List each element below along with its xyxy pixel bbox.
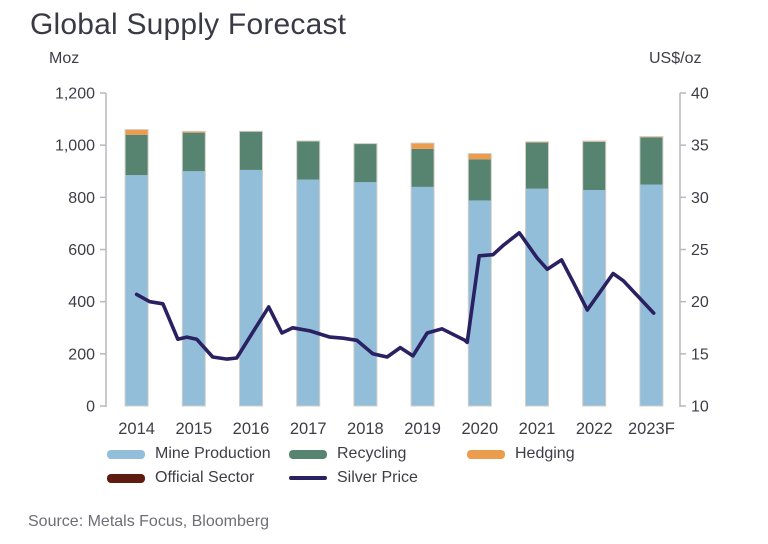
- x-axis-label-2017: 2017: [290, 420, 327, 438]
- bar-2020-recycling: [468, 159, 492, 201]
- bar-2014-mine-production: [125, 175, 149, 406]
- bar-2021-mine-production: [525, 188, 549, 406]
- bar-2019-outline: [410, 142, 435, 407]
- silver-price-line: [134, 231, 656, 361]
- bar-2017-outline: [296, 140, 321, 407]
- x-axis-label-2016: 2016: [233, 420, 270, 438]
- legend-item-mine-production: Mine Production: [107, 445, 271, 463]
- right-axis-tick-label-15: 15: [691, 346, 709, 363]
- legend-item-official-sector: Official Sector: [107, 469, 254, 487]
- bar-2014-outline: [124, 129, 149, 407]
- right-axis-tick-label-10: 10: [691, 399, 709, 416]
- legend-label-recycling: Recycling: [337, 445, 407, 462]
- bar-2018-mine-production: [353, 182, 377, 406]
- x-axis-label-2019: 2019: [404, 420, 441, 438]
- bar-2015-mine-production: [182, 171, 206, 406]
- left-axis-unit-label: Moz: [49, 50, 80, 67]
- bar-2016-mine-production: [239, 169, 263, 406]
- source-note: Source: Metals Focus, Bloomberg: [28, 513, 269, 530]
- bar-2023f-outline: [639, 136, 664, 407]
- bar-2017-mine-production: [296, 179, 320, 406]
- right-axis-tick-label-30: 30: [691, 190, 709, 207]
- x-axis-label-2018: 2018: [347, 420, 384, 438]
- right-axis-tick-label-35: 35: [691, 138, 709, 155]
- chart-title: Global Supply Forecast: [30, 8, 347, 41]
- bar-2023f-mine-production: [639, 184, 663, 406]
- silver-price-line-swatch: [289, 476, 327, 480]
- bar-2022-recycling: [582, 141, 606, 191]
- legend-label-silver-price: Silver Price: [337, 469, 418, 486]
- legend-label-hedging: Hedging: [515, 445, 575, 462]
- x-axis-label-2022: 2022: [576, 420, 613, 438]
- left-axis-tick-label-0: 0: [86, 399, 95, 416]
- right-axis-tick-label-20: 20: [691, 294, 709, 311]
- bar-2019-mine-production: [411, 186, 435, 406]
- bar-2015-recycling: [182, 132, 206, 172]
- right-axis-tick-label-40: 40: [691, 86, 709, 103]
- x-axis-label-2015: 2015: [175, 420, 212, 438]
- left-axis-tick-label-800: 800: [68, 190, 95, 207]
- bar-2016-outline: [239, 130, 263, 407]
- right-axis-unit-label: US$/oz: [649, 50, 702, 67]
- bar-2014-recycling: [125, 134, 149, 176]
- x-axis-label-2014: 2014: [118, 420, 155, 438]
- bar-2021-recycling: [525, 142, 549, 189]
- official-sector-swatch: [107, 473, 145, 483]
- bar-2020-mine-production: [468, 200, 492, 406]
- bar-2019-hedging: [411, 143, 435, 149]
- left-axis-tick-label-1-000: 1,000: [55, 138, 95, 155]
- bar-2021-outline: [525, 141, 549, 407]
- bar-2018-recycling: [353, 143, 377, 183]
- legend-label-official-sector: Official Sector: [155, 469, 255, 486]
- bar-2015-hedging: [182, 131, 206, 133]
- right-axis-tick-label-25: 25: [691, 242, 709, 259]
- bar-2016-recycling: [239, 131, 263, 170]
- x-axis-label-2023f: 2023F: [628, 420, 675, 438]
- bar-2018-outline: [353, 143, 378, 407]
- legend-label-mine-production: Mine Production: [155, 445, 271, 462]
- bar-2023f-recycling: [639, 137, 663, 185]
- hedging-swatch: [467, 449, 505, 459]
- mine-production-swatch: [107, 449, 145, 459]
- left-axis-tick-label-400: 400: [68, 294, 95, 311]
- left-axis-tick-label-600: 600: [68, 242, 95, 259]
- legend-item-hedging: Hedging: [467, 445, 575, 463]
- recycling-swatch: [289, 449, 327, 459]
- legend-item-silver-price: Silver Price: [289, 469, 418, 487]
- bar-2017-recycling: [296, 140, 320, 180]
- bar-2014-hedging: [125, 129, 149, 135]
- bar-2022-outline: [582, 140, 607, 407]
- bar-2019-recycling: [411, 148, 435, 187]
- legend-item-recycling: Recycling: [289, 445, 406, 463]
- left-axis-tick-label-200: 200: [68, 346, 95, 363]
- left-axis-tick-label-1-200: 1,200: [55, 86, 95, 103]
- x-axis-label-2021: 2021: [519, 420, 556, 438]
- x-axis-label-2020: 2020: [461, 420, 498, 438]
- bar-2015-outline: [181, 130, 206, 407]
- bar-2020-hedging: [468, 153, 492, 160]
- bar-2020-outline: [467, 153, 492, 407]
